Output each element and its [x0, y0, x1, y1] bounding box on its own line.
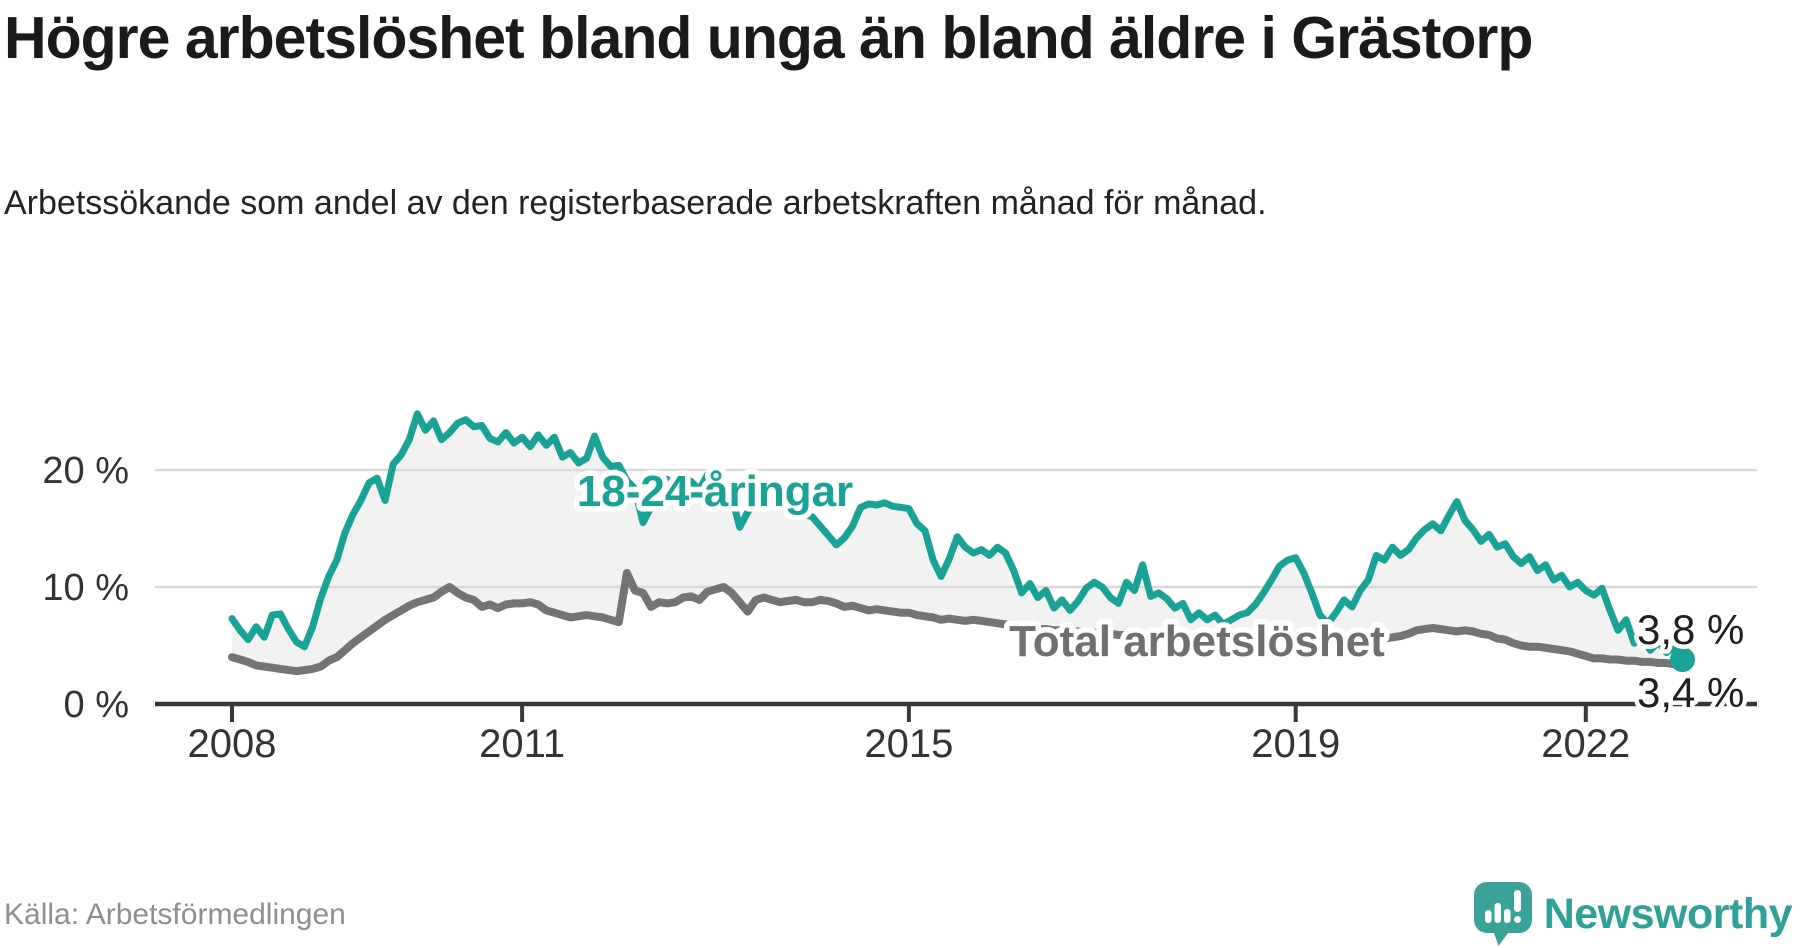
page-title: Högre arbetslöshet bland unga än bland ä… — [4, 5, 1533, 71]
y-tick-label-0: 0 % — [64, 684, 129, 726]
x-tick-label-2022: 2022 — [1541, 722, 1630, 766]
source-note: Källa: Arbetsförmedlingen — [4, 898, 346, 931]
x-tick-label-2015: 2015 — [864, 722, 953, 766]
exclamation-dot — [1513, 916, 1521, 923]
y-tick-label-10: 10 % — [42, 567, 129, 609]
youth-series-end-dot — [1670, 647, 1695, 673]
newsworthy-logo-text: Newsworthy — [1543, 889, 1793, 938]
page-subtitle: Arbetssökande som andel av den registerb… — [4, 184, 1267, 222]
youth-end-value-label: 3,8 % — [1637, 606, 1744, 653]
exclamation-line — [1513, 890, 1521, 912]
newsworthy-logo-icon — [1473, 882, 1532, 946]
x-tick-label-2011: 2011 — [479, 722, 565, 766]
series-label-youth: 18-24-åringar — [577, 467, 853, 516]
newsworthy-logo: Newsworthy — [1473, 882, 1793, 946]
bar-chart-bar-medium — [1503, 909, 1511, 923]
total-unemployment-line — [228, 569, 1687, 676]
bar-chart-bar-tall — [1494, 903, 1501, 923]
youth-unemployment-line — [228, 410, 1686, 663]
y-tick-label-20: 20 % — [42, 450, 129, 492]
x-tick-label-2008: 2008 — [188, 722, 277, 766]
total-end-value-label: 3,4 % — [1637, 669, 1744, 716]
x-tick-label-2019: 2019 — [1251, 722, 1340, 766]
series-label-total: Total arbetslöshet — [1009, 617, 1385, 666]
speech-bubble-shape — [1473, 882, 1532, 946]
bar-chart-bar-small — [1484, 910, 1492, 923]
